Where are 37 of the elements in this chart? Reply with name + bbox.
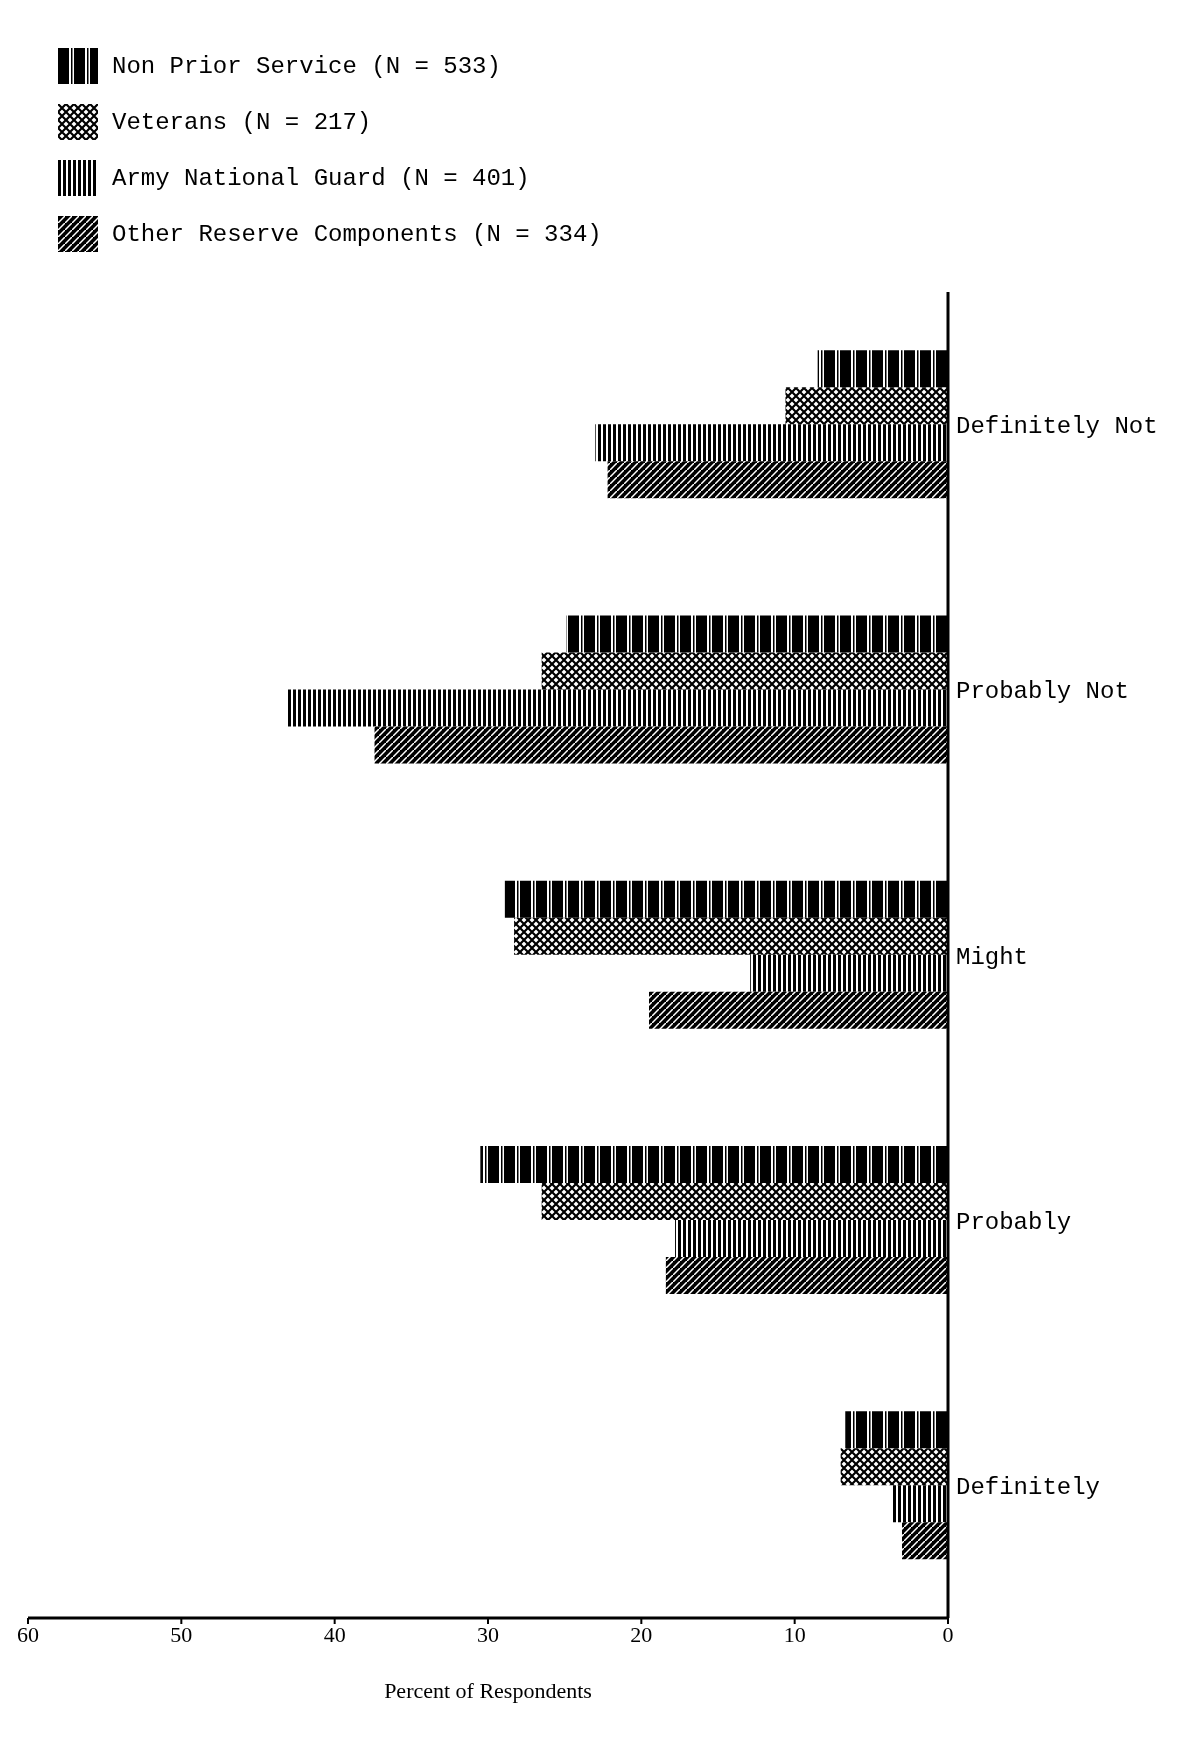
- y-tick-label: Definitely Not: [956, 413, 1158, 441]
- bar: [902, 1522, 948, 1560]
- bar: [504, 880, 948, 918]
- bar: [649, 991, 948, 1029]
- y-tick-label: Probably Not: [956, 678, 1129, 706]
- bar: [817, 350, 948, 388]
- bar: [840, 1448, 948, 1486]
- bar: [541, 652, 948, 690]
- x-tick-label: 20: [630, 1621, 653, 1647]
- bar: [675, 1219, 948, 1257]
- bar: [566, 615, 948, 653]
- y-tick-label: Might: [956, 943, 1029, 971]
- bar: [541, 1182, 948, 1220]
- x-tick-label: 50: [170, 1621, 193, 1647]
- bar: [480, 1145, 948, 1183]
- x-tick-label: 30: [477, 1621, 499, 1647]
- legend-label: Other Reserve Components (N = 334): [112, 220, 602, 248]
- y-tick-label: Probably: [956, 1208, 1072, 1236]
- bar: [845, 1411, 948, 1449]
- bar: [607, 461, 948, 499]
- bar: [665, 1256, 948, 1294]
- bar: [514, 917, 948, 955]
- bar: [287, 689, 948, 727]
- bar: [892, 1485, 948, 1523]
- x-axis-title: Percent of Respondents: [384, 1678, 592, 1703]
- bar: [750, 954, 948, 992]
- bar: [595, 424, 948, 462]
- bar: [785, 387, 948, 425]
- y-tick-label: Definitely: [956, 1473, 1101, 1501]
- x-tick-label: 60: [17, 1621, 39, 1647]
- x-tick-label: 10: [783, 1621, 806, 1647]
- legend-label: Veterans (N = 217): [112, 108, 372, 136]
- legend-label: Army National Guard (N = 401): [112, 164, 530, 192]
- x-tick-label: 40: [323, 1621, 346, 1647]
- x-tick-label: 0: [942, 1621, 954, 1647]
- legend-label: Non Prior Service (N = 533): [112, 52, 501, 80]
- bar: [374, 726, 948, 764]
